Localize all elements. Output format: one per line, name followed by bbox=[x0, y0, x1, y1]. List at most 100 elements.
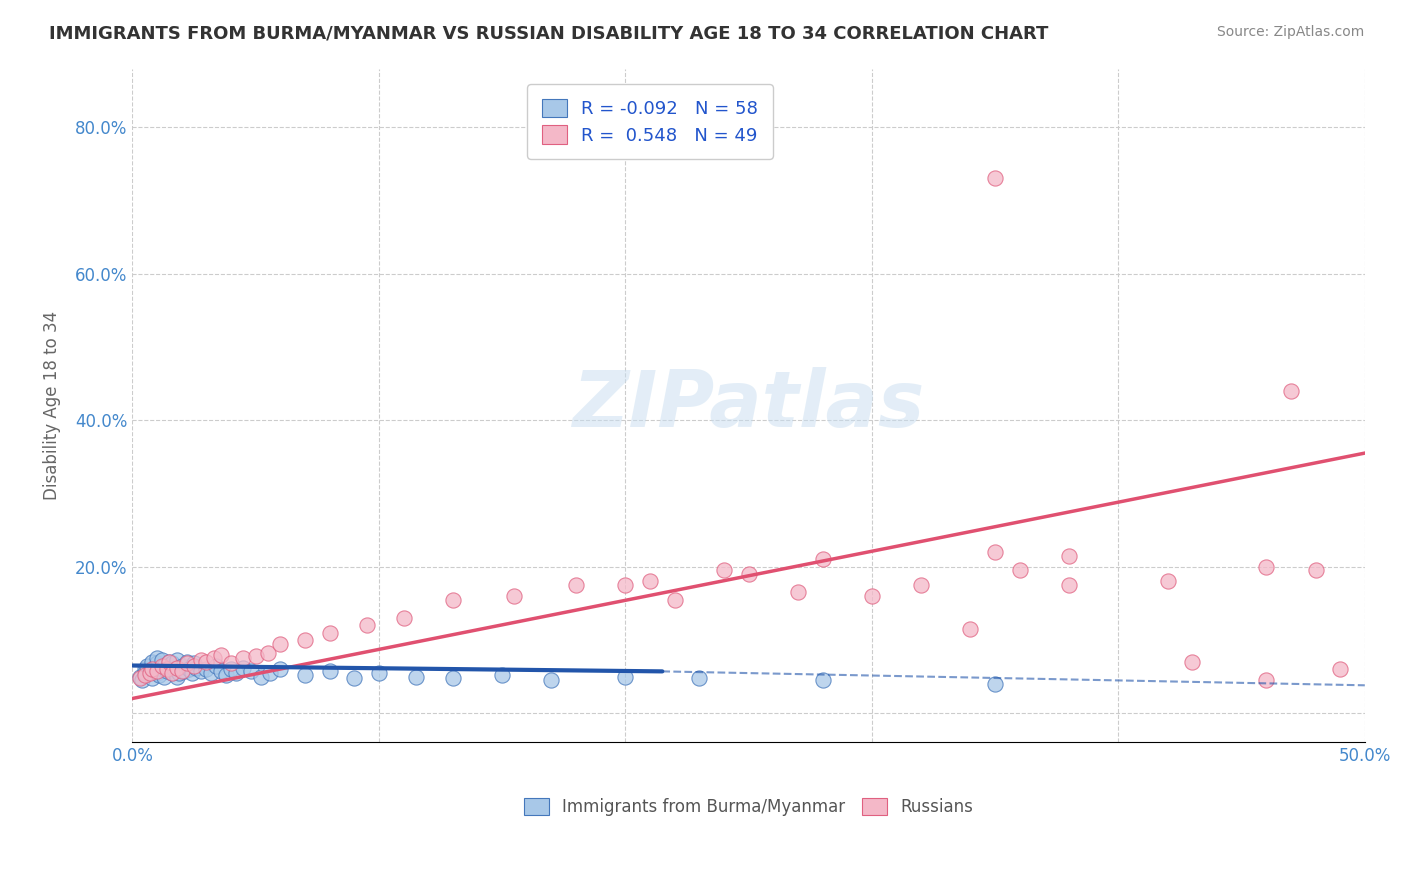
Point bbox=[148, 668, 170, 682]
Legend: Immigrants from Burma/Myanmar, Russians: Immigrants from Burma/Myanmar, Russians bbox=[517, 791, 980, 822]
Point bbox=[811, 673, 834, 688]
Point bbox=[225, 665, 247, 680]
Point bbox=[638, 574, 661, 589]
Point bbox=[1329, 662, 1351, 676]
Point bbox=[232, 661, 254, 675]
Point bbox=[910, 578, 932, 592]
Point bbox=[664, 592, 686, 607]
Point bbox=[1057, 578, 1080, 592]
Point bbox=[136, 658, 159, 673]
Point bbox=[153, 658, 176, 673]
Point bbox=[176, 657, 198, 671]
Point bbox=[294, 632, 316, 647]
Point bbox=[131, 673, 153, 688]
Text: IMMIGRANTS FROM BURMA/MYANMAR VS RUSSIAN DISABILITY AGE 18 TO 34 CORRELATION CHA: IMMIGRANTS FROM BURMA/MYANMAR VS RUSSIAN… bbox=[49, 25, 1049, 43]
Point bbox=[186, 661, 208, 675]
Text: Source: ZipAtlas.com: Source: ZipAtlas.com bbox=[1216, 25, 1364, 39]
Point bbox=[219, 662, 242, 676]
Point bbox=[134, 668, 156, 682]
Point bbox=[984, 171, 1007, 186]
Point bbox=[737, 566, 759, 581]
Point bbox=[1279, 384, 1302, 398]
Point bbox=[166, 661, 188, 675]
Point bbox=[1156, 574, 1178, 589]
Point bbox=[318, 664, 340, 678]
Point bbox=[195, 655, 218, 669]
Point bbox=[245, 648, 267, 663]
Point bbox=[128, 671, 150, 685]
Point bbox=[565, 578, 588, 592]
Text: ZIPatlas: ZIPatlas bbox=[572, 368, 925, 443]
Point bbox=[141, 655, 163, 669]
Point bbox=[205, 658, 228, 673]
Point bbox=[1305, 563, 1327, 577]
Point bbox=[156, 662, 179, 676]
Point bbox=[503, 589, 526, 603]
Point bbox=[269, 662, 291, 676]
Point bbox=[157, 655, 180, 669]
Point bbox=[239, 664, 262, 678]
Point bbox=[249, 669, 271, 683]
Point bbox=[713, 563, 735, 577]
Point bbox=[177, 662, 200, 676]
Point bbox=[1256, 673, 1278, 688]
Point bbox=[441, 671, 464, 685]
Point bbox=[259, 665, 281, 680]
Point bbox=[167, 665, 190, 680]
Point bbox=[141, 671, 163, 685]
Point bbox=[441, 592, 464, 607]
Point bbox=[1008, 563, 1031, 577]
Point bbox=[200, 665, 222, 680]
Point bbox=[392, 611, 415, 625]
Point bbox=[153, 669, 176, 683]
Point bbox=[959, 622, 981, 636]
Point bbox=[1057, 549, 1080, 563]
Point bbox=[190, 653, 212, 667]
Point bbox=[491, 668, 513, 682]
Point bbox=[183, 657, 205, 671]
Point bbox=[209, 664, 232, 678]
Point bbox=[294, 668, 316, 682]
Point bbox=[343, 671, 366, 685]
Point bbox=[170, 664, 193, 678]
Point bbox=[146, 665, 169, 680]
Point bbox=[143, 661, 166, 675]
Point bbox=[173, 664, 195, 678]
Point bbox=[405, 669, 427, 683]
Point bbox=[786, 585, 808, 599]
Point bbox=[166, 653, 188, 667]
Point bbox=[195, 662, 218, 676]
Point bbox=[257, 646, 280, 660]
Point bbox=[183, 658, 205, 673]
Point bbox=[160, 665, 183, 680]
Point bbox=[134, 665, 156, 680]
Point bbox=[160, 657, 183, 671]
Point bbox=[202, 651, 225, 665]
Point bbox=[141, 662, 163, 676]
Point bbox=[146, 657, 169, 671]
Point bbox=[180, 665, 202, 680]
Point bbox=[160, 665, 183, 680]
Point bbox=[219, 657, 242, 671]
Point bbox=[215, 668, 238, 682]
Point bbox=[150, 658, 173, 673]
Point bbox=[176, 655, 198, 669]
Point bbox=[232, 651, 254, 665]
Point bbox=[318, 625, 340, 640]
Point bbox=[156, 664, 179, 678]
Point bbox=[163, 662, 186, 676]
Point bbox=[688, 671, 710, 685]
Point bbox=[811, 552, 834, 566]
Point bbox=[150, 662, 173, 676]
Point bbox=[984, 545, 1007, 559]
Point bbox=[209, 648, 232, 662]
Point bbox=[540, 673, 562, 688]
Point bbox=[166, 669, 188, 683]
Y-axis label: Disability Age 18 to 34: Disability Age 18 to 34 bbox=[44, 311, 60, 500]
Point bbox=[1181, 655, 1204, 669]
Point bbox=[367, 665, 389, 680]
Point bbox=[146, 664, 169, 678]
Point bbox=[138, 664, 160, 678]
Point bbox=[170, 658, 193, 673]
Point bbox=[157, 660, 180, 674]
